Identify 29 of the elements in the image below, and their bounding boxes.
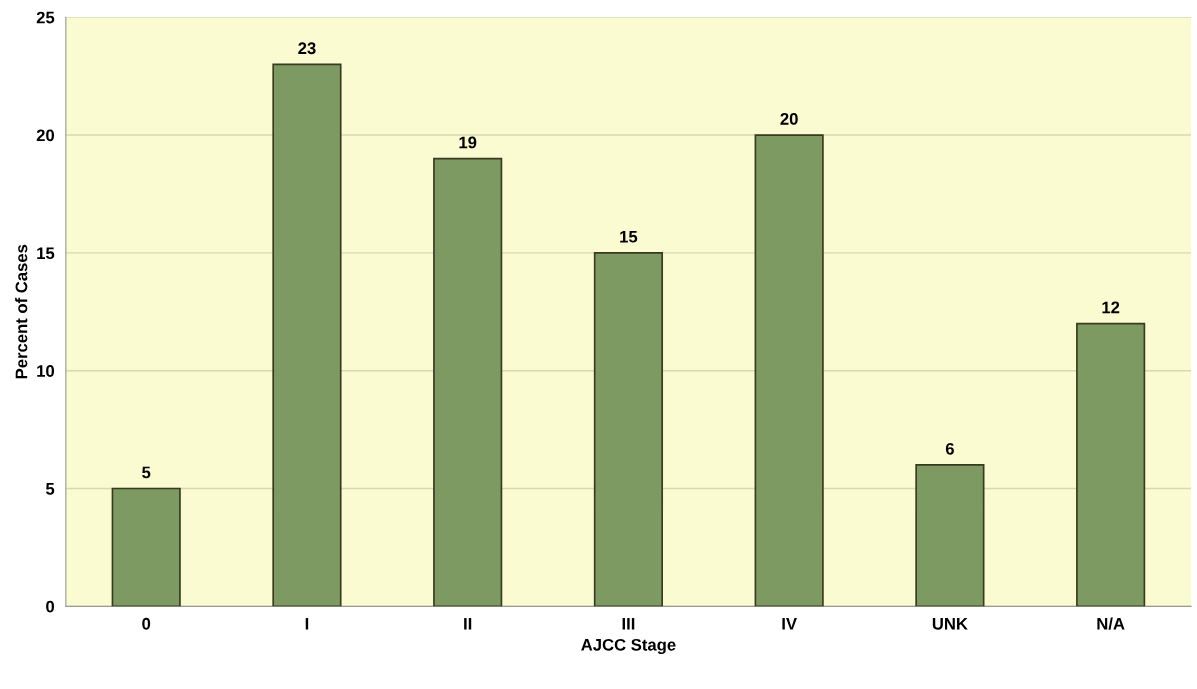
- x-tick-label: I: [305, 618, 309, 630]
- x-axis-title: AJCC Stage: [581, 638, 676, 655]
- y-axis-title: Percent of Cases: [15, 244, 28, 379]
- bar: [754, 134, 824, 607]
- data-label: 20: [780, 113, 798, 125]
- x-tick-label: UNK: [932, 618, 968, 630]
- y-tick-label: 20: [36, 129, 55, 142]
- data-label: 5: [142, 466, 151, 479]
- x-tick-label: II: [464, 618, 472, 630]
- y-tick-label: 25: [36, 11, 55, 24]
- y-tick-label: 10: [37, 365, 55, 377]
- data-label: 15: [620, 230, 638, 243]
- x-tick-label: IV: [782, 618, 797, 630]
- bar: [1076, 322, 1146, 607]
- bar: [272, 63, 342, 607]
- bar: [111, 487, 181, 607]
- x-tick-label: III: [622, 618, 635, 630]
- bar: [433, 157, 503, 607]
- y-tick-label: 0: [46, 600, 55, 613]
- bar: [593, 252, 664, 607]
- bar: [915, 464, 985, 607]
- x-tick-label: N/A: [1097, 617, 1125, 630]
- y-tick-label: 5: [45, 483, 55, 495]
- x-tick-label: 0: [142, 617, 151, 630]
- data-label: 19: [459, 136, 477, 149]
- y-tick-label: 15: [37, 247, 55, 260]
- data-label: 23: [298, 42, 316, 55]
- data-label: 6: [945, 442, 954, 455]
- data-label: 12: [1102, 301, 1120, 314]
